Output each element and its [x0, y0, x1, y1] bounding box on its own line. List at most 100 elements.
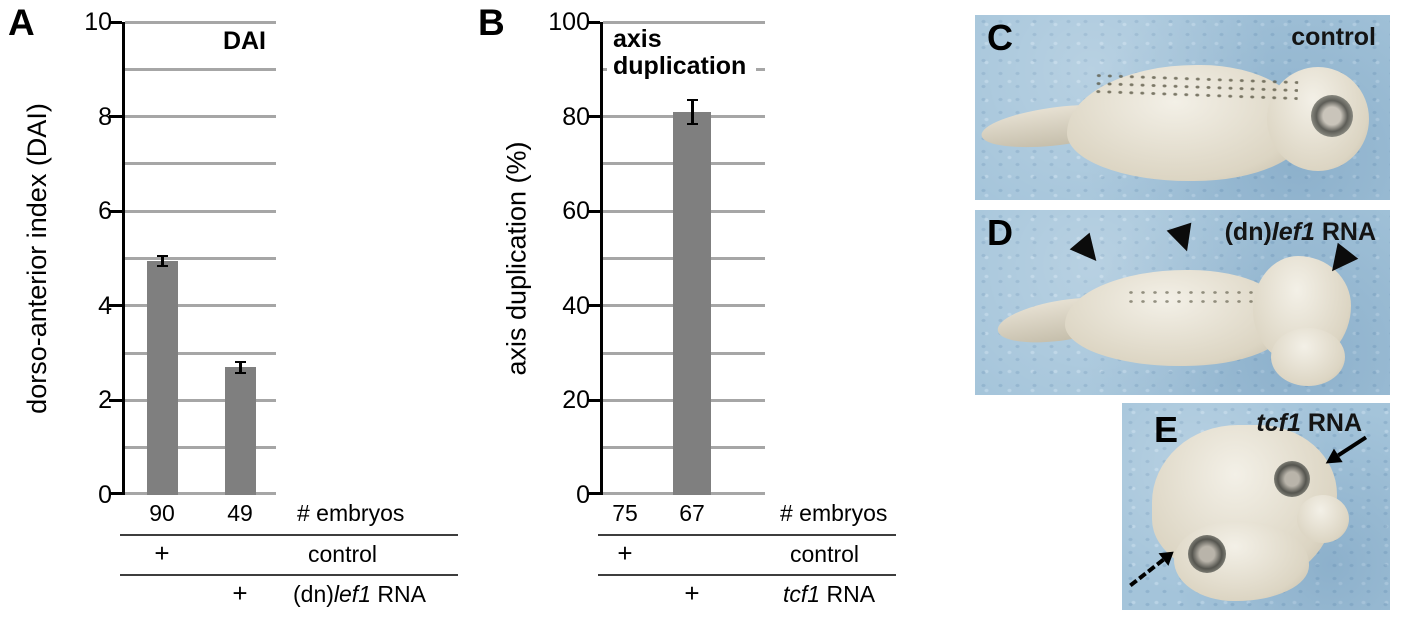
panel-b-ylabel-wrap: axis duplication (%) [494, 22, 540, 495]
table-line [120, 534, 458, 536]
chart-b-title: axis duplication [607, 24, 757, 86]
condition-a-control: control [308, 541, 378, 567]
embryo-eye [1274, 461, 1310, 497]
tick-mark [109, 492, 122, 495]
arrowhead-icon [1069, 232, 1107, 270]
ytick-label: 2 [98, 386, 112, 415]
panel-b-letter: B [478, 2, 505, 43]
arrow-shaft [1337, 435, 1368, 458]
e-caption-gene: tcf1 [1256, 409, 1301, 437]
embryo-body [1065, 270, 1290, 366]
gridline-A-7 [125, 162, 276, 166]
ytick-label: 0 [98, 481, 112, 509]
bar-A--dn-lef1-RNA [224, 367, 256, 495]
panel-e-letter: E [1154, 409, 1179, 450]
bar-B-tcf1-RNA [673, 111, 711, 495]
tick-mark [109, 115, 122, 119]
dnlef1-prefix: (dn) [293, 581, 334, 607]
arrow-shaft [1129, 558, 1165, 588]
count-a-dnlef1: 49 [227, 500, 253, 526]
embryo-eye [1188, 535, 1226, 573]
d-caption-suffix: RNA [1314, 218, 1376, 246]
dnlef1-suffix: RNA [371, 581, 426, 607]
photo-control-embryo: C control [975, 15, 1390, 200]
panel-c-letter: C [987, 17, 1013, 58]
panel-a-letter: A [8, 2, 35, 43]
error-bar [238, 361, 242, 373]
dnlef1-gene: lef1 [333, 581, 371, 607]
ytick-label: 0 [576, 481, 590, 509]
table-line [120, 574, 458, 576]
gridline-A-6 [125, 209, 276, 213]
ytick-label: 80 [562, 102, 590, 131]
plus-a-dnlef1: + [232, 578, 248, 608]
count-a-control: 90 [149, 500, 175, 526]
panel-a-ylabel: dorso-anterior index (DAI) [21, 103, 52, 414]
bar-A-control [146, 260, 178, 495]
embryo-pigment-speckles [1125, 288, 1255, 306]
gridline-A-8 [125, 115, 276, 119]
ytick-label: 100 [548, 8, 590, 36]
photo-e-caption: tcf1 RNA [1256, 409, 1362, 438]
gridline-A-1 [125, 446, 276, 450]
tick-mark [587, 115, 600, 119]
gridline-A-9 [125, 67, 276, 71]
ytick-label: 20 [562, 386, 590, 415]
panel-b-ytick-labels: 0 20 40 60 80 100 [546, 9, 592, 508]
ytick-label: 4 [98, 291, 112, 320]
embryo-lump [1297, 495, 1349, 543]
photo-dnlef1-embryo: D (dn)lef1 RNA [975, 210, 1390, 395]
panel-a-ytick-labels: 0 2 4 6 8 10 [68, 9, 114, 508]
plus-b-control: + [617, 538, 633, 568]
gridline-A-4 [125, 304, 276, 308]
tick-mark [109, 304, 122, 308]
embryos-count-label-a: # embryos [297, 500, 405, 526]
chart-a-title: DAI [222, 27, 266, 55]
e-caption-suffix: RNA [1300, 409, 1362, 437]
arrowhead-icon [1166, 222, 1200, 256]
d-caption-prefix: (dn) [1224, 218, 1272, 246]
error-bar-cap [156, 264, 168, 267]
panel-b-ylabel: axis duplication (%) [501, 141, 532, 376]
ytick-label: 6 [98, 197, 112, 226]
condition-b-control: control [790, 541, 860, 567]
gridline-B-100 [603, 20, 765, 24]
photo-d-caption: (dn)lef1 RNA [1225, 218, 1376, 247]
gridline-A-0 [125, 492, 276, 495]
count-b-control: 75 [612, 500, 638, 526]
table-line [598, 574, 896, 576]
embryos-count-label-b: # embryos [780, 500, 888, 526]
error-bar-cap [686, 99, 698, 102]
gridline-A-10 [125, 20, 276, 24]
embryo-eye [1311, 95, 1353, 137]
chart-b-title-line1: axis [613, 25, 662, 53]
dai-bar-chart: DAI [109, 20, 276, 495]
error-bar [690, 100, 694, 124]
gridline-A-3 [125, 351, 276, 355]
plus-a-control: + [154, 538, 170, 568]
ytick-label: 40 [562, 291, 590, 320]
error-bar-cap [234, 360, 246, 363]
condition-a-dnlef1: (dn)lef1 RNA [293, 581, 426, 607]
error-bar-cap [234, 371, 246, 374]
ytick-label: 60 [562, 197, 590, 226]
error-bar-cap [156, 255, 168, 258]
tcf1-suffix: RNA [820, 581, 876, 607]
error-bar [160, 256, 164, 266]
table-line [598, 534, 896, 536]
panel-a-ylabel-wrap: dorso-anterior index (DAI) [14, 22, 60, 495]
condition-b-tcf1: tcf1 RNA [783, 581, 875, 607]
tick-mark [587, 209, 600, 213]
tick-mark [109, 20, 122, 24]
panel-d-letter: D [987, 212, 1013, 253]
error-bar-cap [686, 122, 698, 125]
tick-mark [587, 492, 600, 495]
chart-b-title-line2: duplication [613, 52, 747, 80]
gridline-A-5 [125, 257, 276, 260]
plus-b-tcf1: + [684, 578, 700, 608]
tick-mark [109, 209, 122, 213]
tcf1-gene: tcf1 [783, 581, 821, 607]
tick-mark [109, 398, 122, 402]
axis-duplication-bar-chart: axis duplication [587, 20, 765, 495]
